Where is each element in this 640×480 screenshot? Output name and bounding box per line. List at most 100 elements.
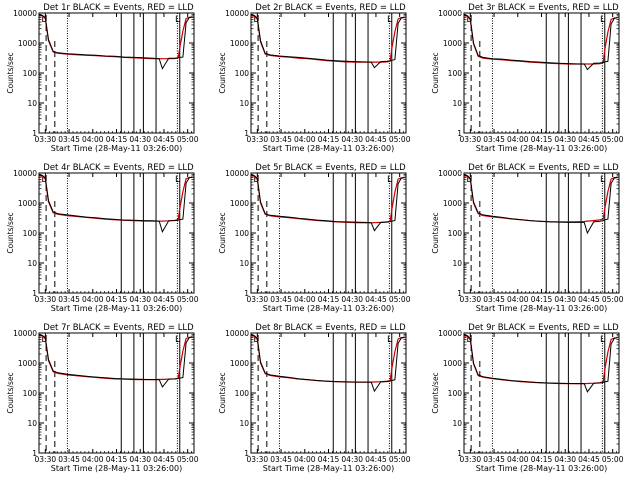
x-tick-label: 05:00	[602, 135, 624, 144]
x-tick-label: 04:15	[106, 135, 128, 144]
y-tick-label: 10000	[13, 169, 37, 178]
x-tick-label: 04:45	[578, 295, 600, 304]
y-tick-label: 10000	[438, 9, 462, 18]
y-tick-label: 100	[235, 69, 250, 78]
y-tick-label: 10000	[225, 169, 249, 178]
x-tick-label: 03:30	[247, 135, 269, 144]
panel-title: Det 6r BLACK = Events, RED = LLD	[468, 163, 619, 173]
y-tick-label: 1	[32, 449, 37, 458]
x-tick-label: 03:45	[270, 455, 292, 464]
y-tick-label: 1000	[443, 359, 462, 368]
y-tick-label: 1000	[18, 199, 37, 208]
panel-9: Det 9r BLACK = Events, RED = LLD 1 10 100 10…	[431, 323, 624, 473]
panel-title: Det 3r BLACK = Events, RED = LLD	[468, 3, 619, 13]
y-axis-label: Counts/sec	[218, 212, 227, 253]
x-tick-label: 03:30	[460, 135, 482, 144]
x-tick-label: 05:00	[389, 295, 411, 304]
x-tick-label: 04:00	[82, 455, 104, 464]
y-tick-label: 100	[235, 229, 250, 238]
x-tick-label: 04:00	[294, 135, 316, 144]
panel-7: Det 7r BLACK = Events, RED = LLD 1 10 100 10…	[6, 323, 199, 473]
events-series-line	[38, 174, 193, 234]
x-tick-label: 04:45	[153, 135, 175, 144]
y-tick-label: 100	[448, 229, 463, 238]
x-tick-label: 03:30	[460, 455, 482, 464]
x-tick-label: 03:30	[247, 295, 269, 304]
panel-title: Det 2r BLACK = Events, RED = LLD	[255, 3, 406, 13]
bracket-mark: L	[600, 175, 605, 185]
x-tick-label: 05:00	[177, 295, 199, 304]
panel-title: Det 1r BLACK = Events, RED = LLD	[43, 3, 194, 13]
x-tick-label: 04:15	[531, 455, 553, 464]
y-tick-label: 1000	[443, 199, 462, 208]
y-axis-label: Counts/sec	[218, 52, 227, 93]
y-axis-label: Counts/sec	[6, 372, 15, 413]
y-tick-label: 10	[239, 259, 249, 268]
x-tick-label: 05:00	[602, 455, 624, 464]
y-tick-label: 1	[244, 289, 249, 298]
panel-5: Det 5r BLACK = Events, RED = LLD 1 10 100 10…	[218, 163, 411, 313]
y-tick-label: 100	[23, 229, 38, 238]
y-tick-label: 10	[27, 259, 37, 268]
y-axis-label: Counts/sec	[6, 212, 15, 253]
bracket-mark: L	[600, 15, 605, 25]
y-tick-label: 1	[32, 129, 37, 138]
x-tick-label: 03:45	[58, 295, 80, 304]
y-tick-label: 100	[448, 69, 463, 78]
panel-title: Det 7r BLACK = Events, RED = LLD	[43, 323, 194, 333]
panel-4: Det 4r BLACK = Events, RED = LLD 1 10 100 10…	[6, 163, 199, 313]
y-tick-label: 10000	[225, 329, 249, 338]
y-tick-label: 1000	[230, 39, 249, 48]
x-tick-label: 03:30	[35, 295, 57, 304]
x-tick-label: 03:45	[483, 295, 505, 304]
events-series-line	[463, 334, 618, 393]
x-tick-label: 04:45	[365, 455, 387, 464]
panel-title: Det 5r BLACK = Events, RED = LLD	[255, 163, 406, 173]
x-tick-label: 04:00	[82, 295, 104, 304]
panel-8: Det 8r BLACK = Events, RED = LLD 1 10 100 10…	[218, 323, 411, 473]
panel-title: Det 8r BLACK = Events, RED = LLD	[255, 323, 406, 333]
x-tick-label: 04:00	[294, 295, 316, 304]
x-tick-label: 03:30	[35, 455, 57, 464]
x-tick-label: 04:15	[318, 295, 340, 304]
y-tick-label: 1000	[18, 359, 37, 368]
panel-2: Det 2r BLACK = Events, RED = LLD 1 10 100 10…	[218, 3, 411, 153]
bracket-mark: L	[466, 335, 471, 345]
y-axis-label: Counts/sec	[431, 212, 440, 253]
x-axis-label: Start Time (28-May-11 03:26:00)	[476, 144, 607, 153]
y-tick-label: 10000	[438, 329, 462, 338]
panel-3: Det 3r BLACK = Events, RED = LLD 1 10 100 10…	[431, 3, 624, 153]
x-tick-label: 04:30	[554, 135, 576, 144]
y-tick-label: 100	[23, 389, 38, 398]
x-tick-label: 03:45	[270, 295, 292, 304]
x-axis-label: Start Time (28-May-11 03:26:00)	[263, 464, 394, 473]
x-tick-label: 04:00	[82, 135, 104, 144]
events-series-line	[250, 14, 405, 69]
x-axis-label: Start Time (28-May-11 03:26:00)	[51, 144, 182, 153]
x-tick-label: 04:30	[341, 455, 363, 464]
y-tick-label: 10	[452, 259, 462, 268]
x-tick-label: 04:30	[129, 455, 151, 464]
x-tick-label: 05:00	[389, 135, 411, 144]
y-tick-label: 100	[448, 389, 463, 398]
lld-series-line	[250, 15, 405, 63]
x-tick-label: 03:45	[270, 135, 292, 144]
bracket-mark: L	[387, 335, 392, 345]
x-tick-label: 05:00	[177, 135, 199, 144]
x-tick-label: 04:45	[153, 455, 175, 464]
events-series-line	[463, 14, 618, 71]
x-axis-label: Start Time (28-May-11 03:26:00)	[476, 464, 607, 473]
y-axis-label: Counts/sec	[218, 372, 227, 413]
y-tick-label: 10000	[13, 329, 37, 338]
y-tick-label: 100	[23, 69, 38, 78]
x-axis-label: Start Time (28-May-11 03:26:00)	[263, 144, 394, 153]
y-tick-label: 1	[457, 129, 462, 138]
x-tick-label: 04:15	[318, 135, 340, 144]
x-tick-label: 05:00	[602, 295, 624, 304]
bracket-mark: L	[387, 15, 392, 25]
y-tick-label: 1000	[230, 359, 249, 368]
x-tick-label: 04:00	[507, 295, 529, 304]
y-tick-label: 1	[244, 129, 249, 138]
y-tick-label: 10	[27, 99, 37, 108]
y-tick-label: 1000	[443, 39, 462, 48]
